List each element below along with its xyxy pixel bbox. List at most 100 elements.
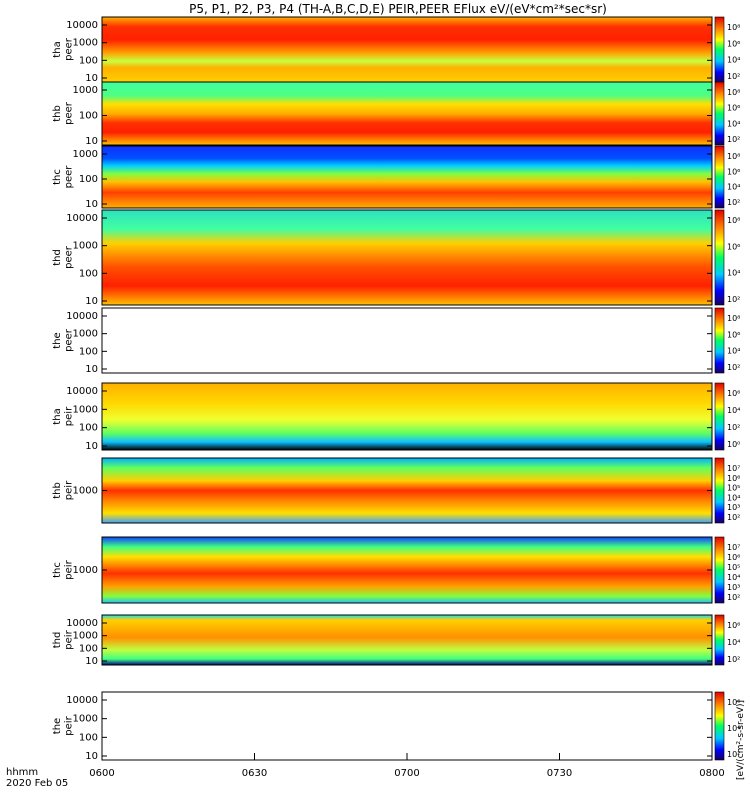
y-tick-label: 100 (79, 346, 98, 357)
y-tick-label: 10 (85, 199, 98, 210)
colorbar-tick-label: 10⁴ (727, 573, 740, 582)
y-tick-label: 1000 (73, 486, 98, 497)
colorbar-tick-label: 10⁸ (727, 23, 740, 32)
y-tick-label: 10 (85, 296, 98, 307)
y-tick-label: 1000 (73, 565, 98, 576)
y-tick-label: 10 (85, 441, 98, 452)
y-tick-label: 1000 (73, 149, 98, 160)
figure-title: P5, P1, P2, P3, P4 (TH-A,B,C,D,E) PEIR,P… (189, 2, 607, 16)
panel-the-peer: 10000 1000 100 10 thepeer 10⁸ 10⁶ 10⁴ 10² (52, 307, 740, 375)
colorbar-tick-label: 10⁸ (727, 314, 740, 323)
y-tick-label: 10000 (66, 386, 98, 397)
spectrogram-thd-peer (102, 210, 712, 305)
colorbar (714, 614, 725, 666)
colorbar-tick-label: 10⁴ (727, 493, 740, 502)
x-tick-label: 0600 (89, 768, 114, 779)
colorbar-tick-label: 10⁶ (727, 389, 740, 398)
x-tick-label: 0700 (394, 768, 419, 779)
y-tick-label: 100 (79, 174, 98, 185)
y-axis-label: thepeir (52, 715, 75, 735)
empty-panel-the-peir (102, 692, 712, 760)
colorbar-tick-label: 10⁷ (727, 464, 740, 473)
spectrogram-tha-peir (102, 383, 712, 450)
spectrogram-thc-peer (102, 146, 712, 208)
y-axis-label: thcpeir (52, 559, 75, 579)
colorbar-tick-label: 10² (727, 135, 740, 144)
colorbar-tick-label: 10² (727, 423, 740, 432)
colorbar-tick-label: 10⁶ (727, 474, 740, 483)
colorbar-tick-label: 10⁸ (727, 216, 740, 225)
colorbar (714, 209, 725, 306)
colorbar-tick-label: 10⁴ (727, 269, 740, 278)
colorbar-tick-label: 10⁶ (727, 242, 740, 251)
y-tick-label: 1000 (73, 631, 98, 642)
y-tick-label: 1000 (73, 241, 98, 252)
colorbar-tick-label: 10³ (727, 503, 740, 512)
y-axis-label: thbpeer (52, 101, 75, 125)
colorbar-tick-label: 10³ (727, 583, 740, 592)
colorbar-tick-label: 10⁶ (727, 553, 740, 562)
colorbar (714, 145, 725, 209)
y-tick-label: 100 (79, 55, 98, 66)
y-axis-label: thdpeir (52, 629, 75, 649)
y-tick-label: 10 (85, 136, 98, 147)
time-label: hhmm (6, 767, 38, 778)
panel-the-peir: 10000 1000 100 10 thepeir 10⁶ 10⁴ 10² (52, 691, 740, 762)
x-axis: 0600 0630 0700 0730 0800 hhmm 2020 Feb 05 (6, 753, 725, 789)
y-tick-label: 10000 (66, 695, 98, 706)
y-tick-label: 100 (79, 423, 98, 434)
panel-frame (101, 614, 713, 666)
y-axis-label: thcpeer (52, 165, 75, 189)
colorbar-tick-label: 10⁷ (727, 543, 740, 552)
colorbar (714, 16, 725, 83)
panels: 10000100010010thapeer10⁸10⁶10⁴10²1000100… (52, 16, 740, 762)
y-tick-label: 1000 (73, 404, 98, 415)
panel-tha-peer: 10000 1000 100 10 thapeer 10⁸ 10⁶ 10⁴ 10² (52, 16, 740, 84)
spectrogram-thc-peir (102, 537, 712, 603)
colorbar-tick-label: 10⁴ (727, 56, 740, 65)
panel-frame (101, 145, 713, 209)
colorbar-tick-label: 10⁶ (727, 698, 740, 707)
colorbar-tick-label: 10⁴ (727, 347, 740, 356)
y-tick-label: 100 (79, 111, 98, 122)
y-tick-label: 100 (79, 732, 98, 743)
spectrogram-thd-peir (102, 615, 712, 665)
y-tick-label: 100 (79, 643, 98, 654)
colorbar (714, 457, 725, 524)
y-tick-label: 10 (85, 73, 98, 84)
colorbar-tick-label: 10⁴ (727, 724, 740, 733)
colorbar-tick-label: 10² (727, 295, 740, 304)
y-tick-label: 10000 (66, 20, 98, 31)
colorbar (714, 81, 725, 146)
y-axis-label: thbpeir (52, 480, 75, 500)
y-tick-label: 10 (85, 364, 98, 375)
colorbar-tick-label: 10⁶ (727, 39, 740, 48)
colorbar-tick-label: 10⁴ (727, 119, 740, 128)
y-tick-label: 1000 (73, 38, 98, 49)
colorbar-tick-label: 10⁶ (727, 330, 740, 339)
y-axis-label: thapeir (52, 406, 75, 426)
date-label: 2020 Feb 05 (6, 778, 68, 789)
y-axis-label: thdpeer (52, 245, 75, 269)
colorbar-tick-label: 10² (727, 750, 740, 759)
y-axis-label: thapeer (52, 37, 75, 61)
panel-thb-peer: 1000 100 10 thbpeer 10⁸ 10⁶ 10⁴ 10² (52, 81, 740, 147)
y-tick-label: 10 (85, 751, 98, 762)
x-tick-label: 0630 (242, 768, 267, 779)
panel-frame (101, 382, 713, 451)
panel-frame (101, 307, 713, 374)
colorbar-tick-label: 10⁰ (727, 440, 740, 449)
x-tick-label: 0730 (547, 768, 572, 779)
y-tick-label: 10000 (66, 213, 98, 224)
spectrogram-thb-peir (102, 458, 712, 523)
colorbar-tick-label: 10² (727, 655, 740, 664)
panel-frame (101, 81, 713, 146)
colorbar-tick-label: 10⁶ (727, 167, 740, 176)
panel-tha-peir: 10000 1000 100 10 thapeir 10⁶ 10⁴ 10² 10⁰ (52, 382, 740, 452)
panel-thc-peer: 1000 100 10 thcpeer 10⁸ 10⁶ 10⁴ 10² (52, 145, 740, 210)
colorbar-tick-label: 10⁵ (727, 484, 740, 493)
